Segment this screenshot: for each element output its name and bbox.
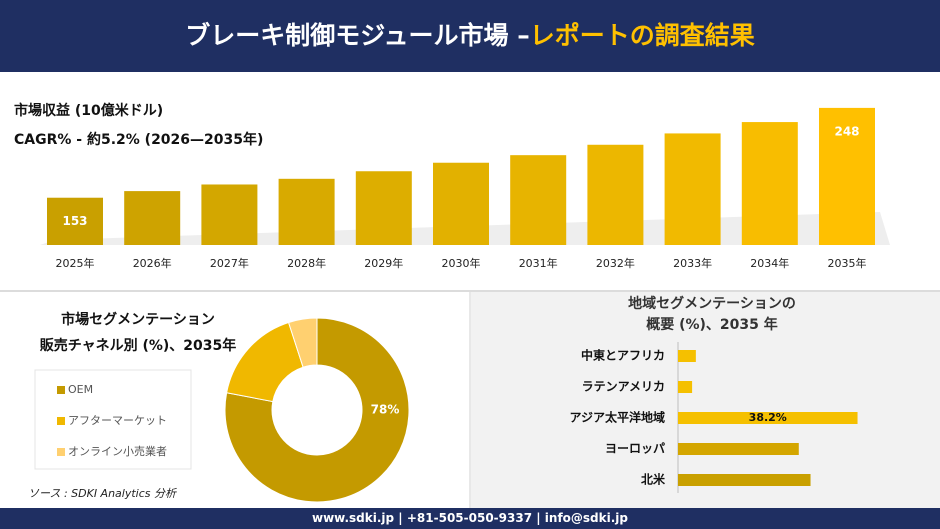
legend-swatch: [57, 448, 65, 456]
header-title-highlight: レポートの調査結果: [530, 21, 755, 50]
x-tick-label: 2033年: [673, 256, 712, 270]
y-tick-label: 中東とアフリカ: [581, 348, 665, 363]
chart-subtitle: 販売チャネル別 (%)、2035年: [40, 337, 237, 354]
value-label: 153: [62, 214, 87, 228]
y-tick-label: ヨーロッパ: [605, 442, 665, 456]
x-tick-label: 2031年: [519, 256, 558, 270]
bar: [741, 122, 798, 245]
legend-label: オンライン小売業者: [68, 445, 167, 458]
header-band: [0, 0, 940, 72]
x-tick-label: 2025年: [56, 256, 95, 270]
y-tick-label: 北米: [641, 472, 666, 487]
x-tick-label: 2030年: [442, 256, 481, 270]
value-label: 38.2%: [749, 411, 787, 424]
bar: [201, 184, 258, 245]
chart-title: 地域セグメンテーションの: [628, 295, 796, 312]
bar: [678, 412, 858, 424]
x-tick-label: 2034年: [750, 256, 789, 270]
bar: [587, 144, 644, 245]
y-tick-label: アジア太平洋地域: [569, 410, 665, 425]
x-tick-label: 2027年: [210, 256, 249, 270]
x-tick-label: 2026年: [133, 256, 172, 270]
bar: [678, 474, 811, 486]
header-title-main: ブレーキ制御モジュール市場 –: [185, 21, 529, 50]
donut-slice: [224, 317, 410, 503]
footer: www.sdki.jp | +81-505-050-9337 | info@sd…: [312, 511, 628, 525]
x-tick-label: 2029年: [364, 256, 403, 270]
bar: [819, 107, 875, 245]
value-label: 248: [834, 124, 859, 138]
x-tick-label: 2035年: [828, 256, 867, 270]
legend-swatch: [57, 386, 65, 394]
value-label: 78%: [371, 403, 400, 417]
donut-slice: [287, 317, 318, 368]
chart-title: 市場セグメンテーション: [61, 311, 215, 328]
header-title: ブレーキ制御モジュール市場 –レポートの調査結果: [185, 21, 754, 50]
bar: [355, 171, 412, 245]
x-tick-label: 2028年: [287, 256, 326, 270]
footer-band: [0, 508, 940, 529]
legend-box: [34, 369, 192, 470]
bar: [433, 162, 489, 245]
source: ソース : SDKI Analytics 分析: [28, 487, 178, 500]
legend-swatch: [57, 417, 65, 425]
region-panel: [471, 292, 940, 508]
chart-subtitle: CAGR% - 約5.2% (2026—2035年): [14, 131, 263, 148]
bar: [124, 191, 181, 245]
charts: 市場収益 (10億米ドル) CAGR% - 約5.2% (2026—2035年) 2…: [14, 102, 890, 503]
bar: [678, 443, 799, 455]
chart-title: 市場収益 (10億米ドル): [14, 102, 163, 119]
bar: [510, 155, 567, 245]
legend-label: OEM: [68, 383, 93, 396]
bar: [678, 381, 693, 393]
y-tick-label: ラテンアメリカ: [582, 380, 665, 394]
bar: [678, 350, 696, 362]
chart-title: 概要 (%)、2035 年: [646, 316, 778, 333]
legend-label: アフターマーケット: [68, 414, 167, 427]
bar: [664, 133, 721, 245]
bar: [47, 197, 103, 245]
bar: [278, 178, 335, 245]
x-tick-label: 2032年: [596, 256, 635, 270]
